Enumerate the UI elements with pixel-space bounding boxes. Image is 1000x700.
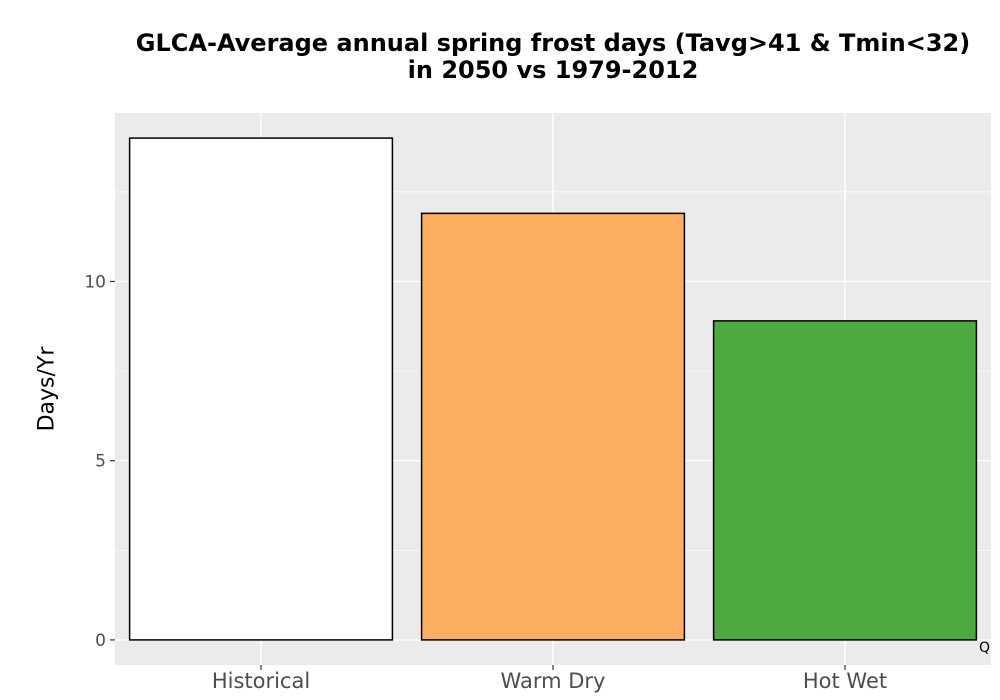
chart-title-line-2: in 2050 vs 1979-2012 bbox=[407, 56, 699, 84]
y-tick-label: 5 bbox=[95, 452, 106, 472]
x-tick-label: Warm Dry bbox=[501, 669, 606, 693]
corner-mark: Q bbox=[979, 640, 991, 656]
chart-title-line-1: GLCA-Average annual spring frost days (T… bbox=[135, 29, 971, 57]
bars bbox=[128, 137, 978, 641]
chart-title: GLCA-Average annual spring frost days (T… bbox=[115, 30, 991, 84]
x-tick-label: Historical bbox=[212, 669, 310, 693]
y-tick-label: 0 bbox=[95, 631, 106, 651]
y-tick-label: 10 bbox=[84, 272, 106, 292]
x-tick-label: Hot Wet bbox=[803, 669, 887, 693]
bar-warm-dry bbox=[420, 212, 686, 641]
bar-hot-wet bbox=[712, 320, 978, 641]
bar-historical bbox=[128, 137, 394, 641]
axes: 0 5 10 Historical Warm Dry Hot Wet bbox=[84, 272, 887, 693]
